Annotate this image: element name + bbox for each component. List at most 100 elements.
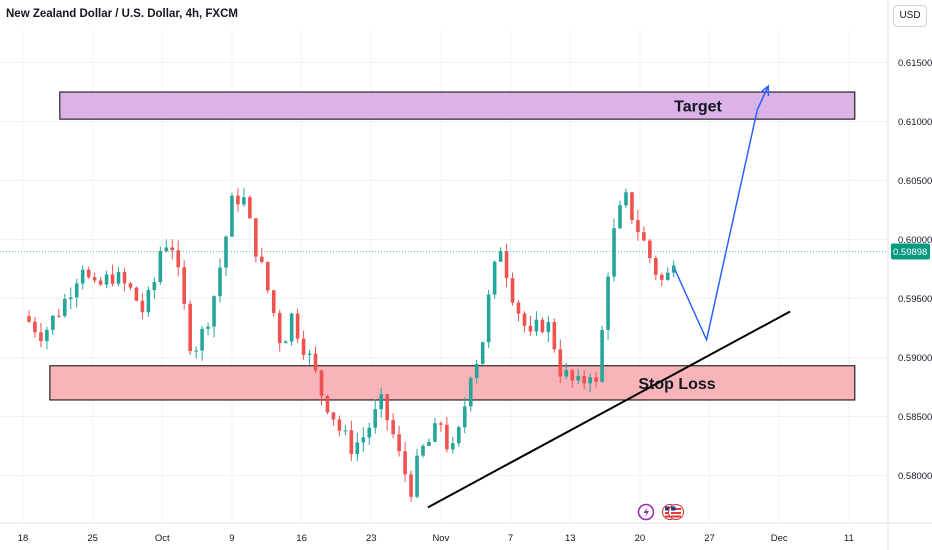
candle-body	[474, 363, 479, 379]
x-tick-label: 11	[844, 533, 854, 544]
candle-body	[325, 395, 330, 413]
candle-body	[230, 195, 234, 237]
candle-body	[45, 329, 49, 342]
candle-body	[558, 349, 563, 377]
time-axis[interactable]: 18 25 Oct 9 16 23 Nov 7 13 20 27 Dec 11	[18, 533, 854, 544]
candle-body	[188, 303, 192, 352]
currency-button[interactable]: USD	[893, 5, 927, 27]
candle-body	[462, 406, 467, 428]
candle-body	[486, 294, 491, 343]
candle-body	[355, 442, 360, 455]
candle-body	[659, 274, 664, 280]
candle-body	[134, 287, 139, 301]
candle-body	[391, 420, 395, 435]
candle-body	[248, 197, 252, 219]
candle-body	[642, 232, 646, 241]
candle-body	[510, 278, 515, 303]
candle-body	[62, 298, 67, 316]
candle-body	[594, 377, 598, 382]
arrowhead-icon[interactable]	[760, 84, 770, 97]
stop-loss-zone-label: Stop Loss	[638, 376, 715, 393]
drawings-layer[interactable]	[427, 84, 791, 509]
candle-body	[564, 370, 569, 377]
candle-body	[540, 319, 545, 333]
price-tag-text: 0.59898	[893, 247, 927, 258]
y-tick-label: 0.58000	[898, 471, 932, 482]
candle-body	[212, 296, 216, 327]
stop-loss-zone	[49, 365, 856, 401]
x-tick-label: Nov	[432, 533, 449, 544]
x-tick-label: Oct	[155, 533, 170, 544]
candle-body	[349, 430, 354, 455]
candle-body	[379, 394, 383, 410]
y-tick-label: 0.58500	[898, 412, 932, 423]
candle-body	[403, 451, 407, 475]
y-tick-label: 0.61500	[898, 58, 932, 69]
candle-body	[445, 424, 449, 450]
candle-body	[415, 455, 419, 497]
x-tick-label: 20	[635, 533, 646, 544]
candle-body	[498, 251, 503, 262]
candle-body	[367, 427, 372, 438]
candle-body	[158, 251, 163, 283]
candle-body	[307, 353, 312, 355]
candle-body	[200, 328, 204, 351]
candle-body	[522, 313, 527, 326]
candle-body	[277, 312, 282, 344]
candle-body	[397, 434, 401, 452]
candle-body	[80, 269, 85, 284]
candle-body	[176, 250, 181, 268]
candle-body	[576, 376, 581, 381]
target-zone-label: Target	[674, 99, 722, 116]
y-tick-label: 0.59000	[898, 353, 932, 364]
candle-body	[582, 376, 586, 384]
price-axis[interactable]: 0.58000 0.58500 0.59000 0.59500 0.60000 0.605…	[898, 58, 932, 482]
y-tick-label: 0.60500	[898, 176, 932, 187]
candle-body	[606, 276, 610, 330]
candle-body	[33, 321, 37, 333]
candle-body	[57, 315, 61, 317]
candle-body	[480, 342, 485, 364]
candle-body	[265, 261, 270, 291]
candle-body	[170, 247, 175, 251]
candle-body	[570, 370, 575, 381]
candle-body	[534, 319, 539, 332]
candle-body	[361, 437, 366, 443]
candle-body	[546, 322, 551, 333]
candle-body	[27, 316, 31, 322]
candle-body	[283, 341, 288, 344]
candle-body	[671, 265, 676, 273]
support-trendline[interactable]	[427, 310, 791, 509]
projection-path[interactable]	[674, 85, 769, 343]
candle-body	[636, 220, 640, 233]
candle-body	[254, 218, 258, 257]
x-tick-label: 23	[366, 533, 377, 544]
price-tag-background	[891, 243, 930, 260]
zones-layer	[49, 91, 856, 401]
y-tick-label: 0.60000	[898, 235, 932, 246]
candle-body	[630, 192, 634, 221]
candle-body	[331, 412, 336, 420]
candle-body	[337, 419, 342, 431]
candle-body	[373, 409, 378, 428]
candle-body	[182, 267, 186, 304]
candle-body	[236, 195, 240, 205]
candle-body	[122, 272, 127, 284]
candle-body	[600, 329, 604, 382]
flag-stripe	[671, 512, 681, 514]
candle-body	[624, 192, 628, 206]
flag-canton	[665, 506, 670, 511]
flag-stripe	[671, 508, 681, 510]
candle-body	[468, 378, 473, 407]
candle-body	[164, 247, 169, 252]
x-tick-label: 16	[296, 533, 307, 544]
candle-body	[319, 370, 324, 396]
x-tick-label: 13	[565, 533, 576, 544]
candle-body	[271, 290, 276, 313]
candle-body	[618, 205, 622, 229]
candle-body	[552, 322, 557, 350]
candle-body	[427, 441, 431, 446]
candle-body	[654, 257, 658, 275]
candles-layer	[27, 187, 676, 502]
